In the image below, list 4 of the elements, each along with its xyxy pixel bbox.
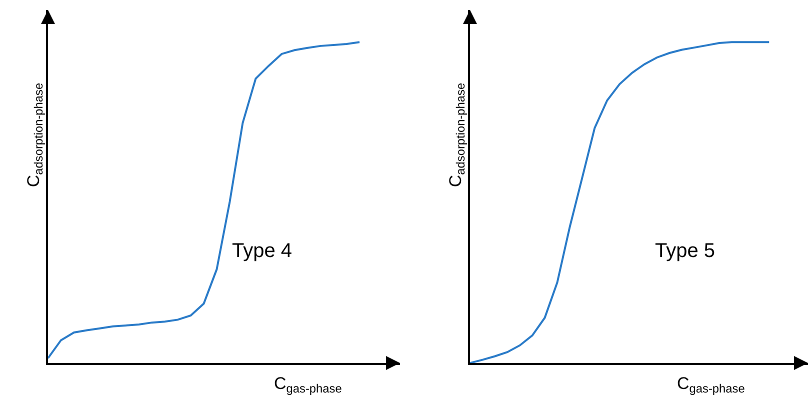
x-axis-title: C$_{gas-phase}$: [274, 374, 342, 396]
x-axis-title: C$_{gas-phase}$: [677, 374, 746, 396]
annotation: Type 4: [232, 240, 292, 262]
annotation: Type 5: [655, 240, 716, 262]
